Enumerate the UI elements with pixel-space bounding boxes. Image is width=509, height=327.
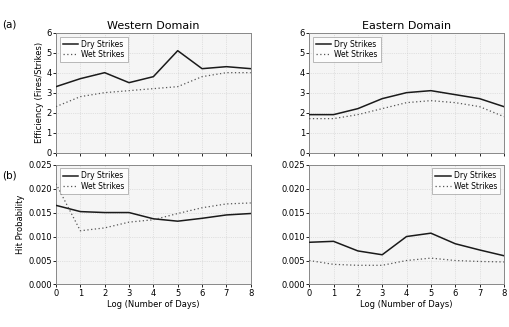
Wet Strikes (53, 182, 59, 186)
Dry Strikes (306, 240, 312, 244)
Wet Strikes (223, 202, 230, 206)
Wet Strikes (306, 117, 312, 121)
Wet Strikes (102, 226, 108, 230)
Wet Strikes (248, 201, 254, 205)
Dry Strikes (223, 213, 230, 217)
Wet Strikes (102, 91, 108, 95)
Dry Strikes (102, 211, 108, 215)
Dry Strikes (330, 239, 336, 243)
Wet Strikes (404, 101, 410, 105)
Dry Strikes (175, 219, 181, 223)
Dry Strikes (53, 203, 59, 207)
Text: (b): (b) (3, 170, 17, 180)
Title: Western Domain: Western Domain (107, 21, 200, 30)
Dry Strikes (428, 231, 434, 235)
Wet Strikes (175, 85, 181, 89)
Dry Strikes (175, 49, 181, 53)
Legend: Dry Strikes, Wet Strikes: Dry Strikes, Wet Strikes (60, 37, 128, 62)
Dry Strikes (355, 249, 361, 253)
Legend: Dry Strikes, Wet Strikes: Dry Strikes, Wet Strikes (313, 37, 381, 62)
Wet Strikes (330, 117, 336, 121)
Dry Strikes (501, 105, 507, 109)
Wet Strikes (501, 260, 507, 264)
Wet Strikes (126, 89, 132, 93)
Dry Strikes (77, 210, 83, 214)
Dry Strikes (150, 75, 156, 78)
Wet Strikes (150, 218, 156, 222)
Wet Strikes (355, 263, 361, 267)
Dry Strikes (306, 113, 312, 117)
Dry Strikes (330, 113, 336, 117)
Line: Dry Strikes: Dry Strikes (56, 205, 251, 221)
Wet Strikes (306, 259, 312, 263)
Wet Strikes (150, 87, 156, 91)
Wet Strikes (248, 71, 254, 75)
Dry Strikes (355, 107, 361, 111)
Wet Strikes (199, 206, 205, 210)
Wet Strikes (404, 259, 410, 263)
Dry Strikes (248, 67, 254, 71)
Wet Strikes (77, 95, 83, 99)
Wet Strikes (77, 229, 83, 233)
Wet Strikes (330, 262, 336, 266)
Dry Strikes (150, 217, 156, 221)
Dry Strikes (223, 65, 230, 69)
Wet Strikes (379, 263, 385, 267)
Dry Strikes (428, 89, 434, 93)
Dry Strikes (452, 242, 458, 246)
Wet Strikes (223, 71, 230, 75)
Dry Strikes (452, 93, 458, 96)
Dry Strikes (379, 97, 385, 101)
Line: Wet Strikes: Wet Strikes (309, 258, 504, 265)
Dry Strikes (53, 85, 59, 89)
Dry Strikes (476, 97, 483, 101)
Wet Strikes (428, 256, 434, 260)
Line: Wet Strikes: Wet Strikes (56, 184, 251, 231)
Y-axis label: Hit Probability: Hit Probability (16, 195, 25, 254)
Line: Wet Strikes: Wet Strikes (56, 73, 251, 107)
Dry Strikes (404, 234, 410, 238)
Dry Strikes (501, 254, 507, 258)
Title: Eastern Domain: Eastern Domain (362, 21, 451, 30)
Legend: Dry Strikes, Wet Strikes: Dry Strikes, Wet Strikes (432, 168, 500, 194)
Dry Strikes (102, 71, 108, 75)
Dry Strikes (126, 211, 132, 215)
Wet Strikes (476, 260, 483, 264)
Line: Dry Strikes: Dry Strikes (56, 51, 251, 87)
Dry Strikes (126, 81, 132, 85)
Line: Dry Strikes: Dry Strikes (309, 233, 504, 256)
Dry Strikes (379, 253, 385, 257)
Wet Strikes (199, 75, 205, 78)
Wet Strikes (452, 101, 458, 105)
Wet Strikes (53, 105, 59, 109)
Line: Wet Strikes: Wet Strikes (309, 101, 504, 119)
Wet Strikes (379, 107, 385, 111)
Dry Strikes (404, 91, 410, 95)
Dry Strikes (199, 216, 205, 220)
Wet Strikes (501, 115, 507, 119)
Wet Strikes (355, 113, 361, 117)
Wet Strikes (126, 220, 132, 224)
Legend: Dry Strikes, Wet Strikes: Dry Strikes, Wet Strikes (60, 168, 128, 194)
Text: (a): (a) (3, 20, 17, 30)
Dry Strikes (476, 248, 483, 252)
Wet Strikes (452, 259, 458, 263)
Wet Strikes (476, 105, 483, 109)
Dry Strikes (248, 212, 254, 215)
X-axis label: Log (Number of Days): Log (Number of Days) (360, 301, 453, 309)
Dry Strikes (77, 77, 83, 81)
Line: Dry Strikes: Dry Strikes (309, 91, 504, 115)
X-axis label: Log (Number of Days): Log (Number of Days) (107, 301, 200, 309)
Dry Strikes (199, 67, 205, 71)
Wet Strikes (428, 99, 434, 103)
Wet Strikes (175, 212, 181, 215)
Y-axis label: Efficiency (Fires/Strikes): Efficiency (Fires/Strikes) (35, 42, 44, 143)
